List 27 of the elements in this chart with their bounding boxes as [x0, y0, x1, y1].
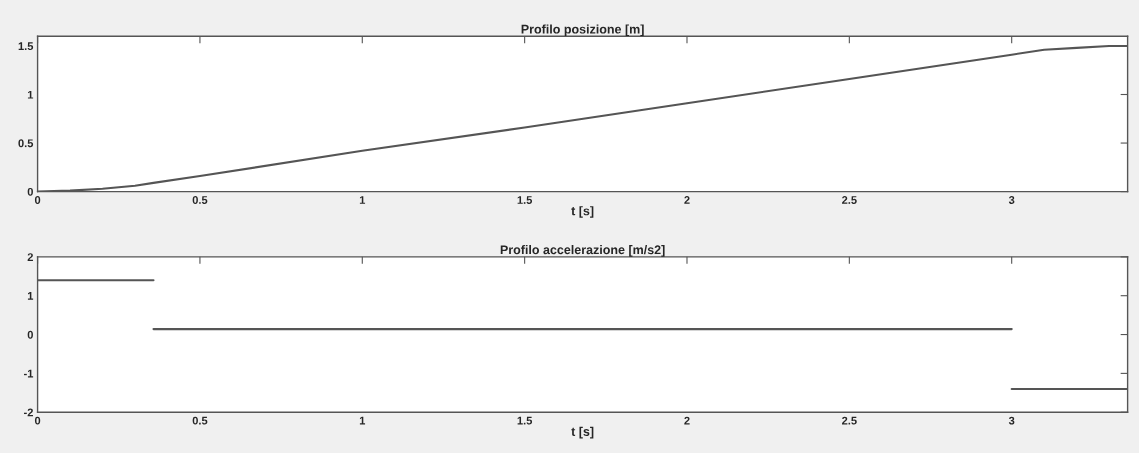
x-tick-label: 2 [684, 196, 690, 204]
chart-title: Profilo posizione [m] [521, 24, 644, 37]
x-axis-title: t [s] [571, 426, 594, 439]
x-tick-label: 1 [359, 196, 366, 204]
y-tick-label: -1 [23, 369, 34, 378]
y-tick-label: -2 [23, 408, 33, 417]
x-tick-label: 1.5 [517, 196, 533, 204]
x-tick-label: 2.5 [842, 196, 857, 204]
y-tick-label: 2 [27, 253, 33, 261]
x-tick-label: 0 [34, 196, 41, 204]
x-tick-label: 0.5 [192, 196, 208, 204]
x-tick-label: 3 [1008, 416, 1015, 425]
y-tick-label: 0.5 [18, 139, 34, 148]
y-tick-label: 1 [27, 292, 34, 300]
y-tick-label: 0 [27, 330, 33, 339]
x-tick-label: 0.5 [192, 416, 208, 425]
y-tick-label: 1.5 [18, 42, 34, 51]
x-axis-title: t [s] [571, 206, 594, 218]
x-tick-label: 1.5 [517, 416, 533, 425]
x-tick-label: 1 [359, 416, 366, 425]
chart-title: Profilo accelerazione [m/s2] [500, 245, 665, 257]
y-tick-label: 0 [27, 187, 33, 196]
x-tick-label: 2 [684, 416, 690, 425]
x-tick-label: 0 [34, 416, 41, 425]
x-tick-label: 3 [1008, 196, 1015, 204]
y-tick-label: 1 [27, 90, 34, 99]
x-tick-label: 2.5 [842, 416, 857, 425]
